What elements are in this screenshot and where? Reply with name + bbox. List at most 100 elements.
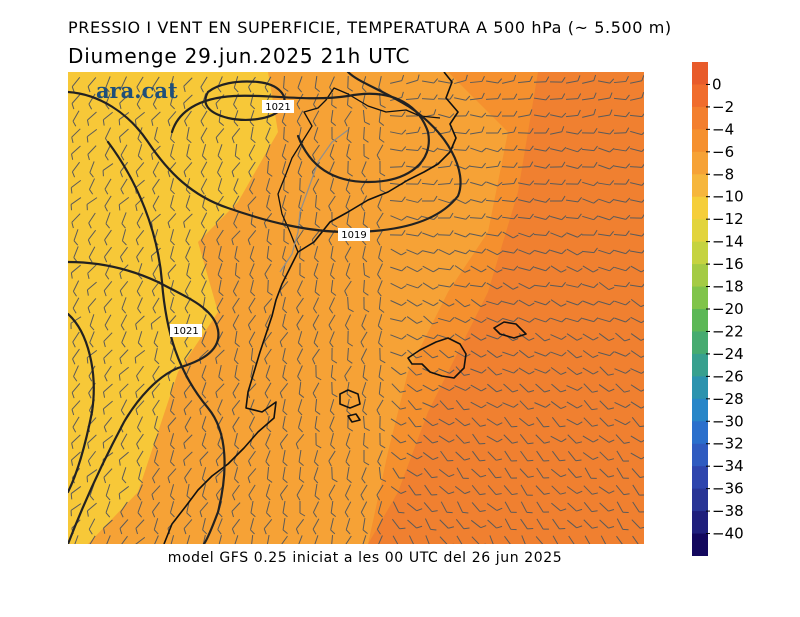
wind-barb xyxy=(89,178,95,195)
wind-barb xyxy=(568,535,576,544)
wind-barb xyxy=(134,536,146,544)
wind-barb xyxy=(518,299,535,307)
wind-barb xyxy=(422,384,439,392)
wind-barb xyxy=(120,433,128,450)
wind-barb xyxy=(630,435,644,443)
wind-barb xyxy=(266,416,272,433)
wind-barb xyxy=(392,467,406,479)
wind-barb xyxy=(119,383,129,398)
wind-barb xyxy=(298,449,304,467)
wind-barb xyxy=(422,248,439,254)
wind-barb xyxy=(534,402,551,408)
wind-barb xyxy=(455,399,470,411)
colorbar-tick-label: −18 xyxy=(712,278,744,296)
wind-barb xyxy=(582,435,599,443)
wind-barb xyxy=(471,485,486,496)
colorbar-tick-label: −6 xyxy=(712,143,734,161)
wind-barb xyxy=(566,486,583,494)
wind-barb xyxy=(234,262,241,279)
wind-barb xyxy=(169,382,175,399)
wind-barb xyxy=(551,450,566,462)
wind-barb xyxy=(487,485,502,496)
wind-barb xyxy=(314,211,320,229)
wind-barb xyxy=(71,383,81,399)
wind-barb xyxy=(487,366,503,376)
wind-barb xyxy=(630,333,644,341)
wind-barb xyxy=(231,399,241,416)
temperature-colorbar: 0 −2 −4 −6 −8 −10 −12 −14 −16 −18 −20 −22 −24 −26 −28 −… xyxy=(692,62,744,556)
wind-barb xyxy=(438,299,455,307)
wind-barb xyxy=(614,300,631,306)
wind-barb xyxy=(390,418,407,426)
wind-barb xyxy=(567,468,582,479)
wind-barb xyxy=(469,213,486,219)
wind-barb xyxy=(533,95,551,101)
wind-barb xyxy=(422,402,439,408)
wind-barb xyxy=(630,265,644,273)
wind-barb xyxy=(314,194,321,211)
wind-barb xyxy=(120,501,128,518)
wind-barb xyxy=(313,535,319,544)
wind-barb xyxy=(346,399,352,416)
wind-barb xyxy=(184,467,192,484)
wind-barb xyxy=(454,74,468,85)
wind-barb xyxy=(598,129,615,135)
wind-barb xyxy=(599,417,615,427)
wind-barb xyxy=(470,350,487,358)
wind-barb xyxy=(376,518,384,535)
wind-barb xyxy=(438,368,455,374)
wind-barb xyxy=(199,400,209,416)
wind-barb xyxy=(470,333,487,341)
wind-barb xyxy=(265,144,271,161)
wind-barb xyxy=(282,297,288,314)
isobar-label-1: 1021 xyxy=(262,100,294,113)
wind-barb xyxy=(454,265,471,273)
wind-barb xyxy=(296,314,304,331)
wind-barb xyxy=(88,518,96,535)
wind-barb xyxy=(566,164,583,169)
wind-barb xyxy=(471,468,487,478)
wind-barb xyxy=(518,249,535,255)
wind-barb xyxy=(249,263,255,280)
wind-barb xyxy=(534,368,551,374)
wind-barb xyxy=(486,214,503,220)
wind-barb xyxy=(566,333,583,341)
wind-barb xyxy=(390,146,407,152)
wind-barb xyxy=(632,535,640,544)
wind-barb xyxy=(232,314,240,331)
wind-barb xyxy=(217,161,223,178)
coastline xyxy=(163,72,527,544)
wind-barb xyxy=(264,382,272,399)
wind-barb xyxy=(377,501,383,518)
wind-barb xyxy=(329,416,335,433)
wind-barb xyxy=(614,249,631,255)
wind-barb xyxy=(503,383,519,393)
wind-barb xyxy=(103,468,113,484)
wind-barb xyxy=(282,365,288,382)
wind-barb xyxy=(119,281,129,297)
wind-barb xyxy=(72,280,80,297)
wind-barb xyxy=(331,92,337,109)
wind-barb xyxy=(517,128,534,134)
wind-barb xyxy=(391,400,407,410)
wind-barb xyxy=(266,195,272,212)
wind-barb xyxy=(137,331,143,348)
wind-barb xyxy=(390,215,407,221)
wind-barb xyxy=(379,415,386,432)
wind-barb xyxy=(218,535,222,544)
wind-barb xyxy=(250,211,257,228)
wind-barb xyxy=(136,246,144,263)
wind-barb xyxy=(599,366,614,376)
wind-barb xyxy=(137,416,143,433)
wind-barb xyxy=(437,212,454,219)
colorbar-tick-label: −28 xyxy=(712,390,744,408)
wind-barb xyxy=(486,181,503,187)
wind-barb xyxy=(169,348,175,365)
wind-barb xyxy=(282,399,288,416)
wind-barb xyxy=(347,160,353,177)
colorbar-tick-label: −4 xyxy=(712,120,734,138)
wind-barb xyxy=(363,415,370,432)
wind-barb xyxy=(330,534,334,544)
isobar-label-1019: 1019 xyxy=(341,230,366,241)
wind-barb xyxy=(421,94,438,100)
